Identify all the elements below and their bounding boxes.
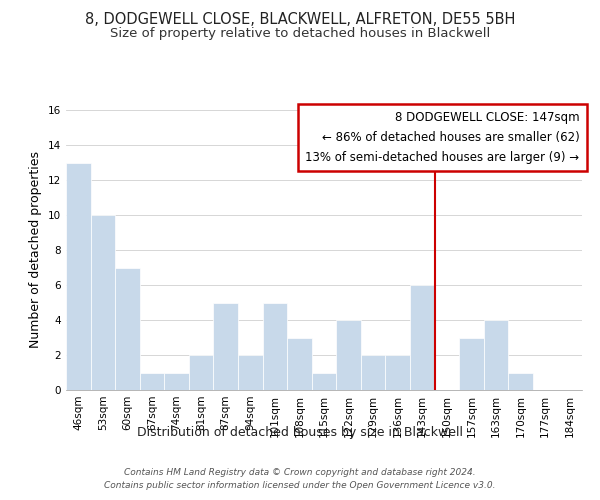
Bar (459, 338, 484, 390)
Text: Contains HM Land Registry data © Crown copyright and database right 2024.: Contains HM Land Registry data © Crown c… (124, 468, 476, 477)
Y-axis label: Number of detached properties: Number of detached properties (29, 152, 43, 348)
Text: Contains public sector information licensed under the Open Government Licence v3: Contains public sector information licen… (104, 480, 496, 490)
Bar (484, 320, 508, 390)
Bar (312, 372, 336, 390)
Bar (263, 302, 287, 390)
Bar (91, 215, 115, 390)
Bar (410, 285, 434, 390)
Bar (361, 355, 385, 390)
Bar (66, 162, 91, 390)
Bar (214, 302, 238, 390)
Bar (508, 372, 533, 390)
Bar (115, 268, 140, 390)
Text: Size of property relative to detached houses in Blackwell: Size of property relative to detached ho… (110, 28, 490, 40)
Bar (385, 355, 410, 390)
Bar (287, 338, 312, 390)
Text: 8, DODGEWELL CLOSE, BLACKWELL, ALFRETON, DE55 5BH: 8, DODGEWELL CLOSE, BLACKWELL, ALFRETON,… (85, 12, 515, 28)
Bar (164, 372, 189, 390)
Text: 8 DODGEWELL CLOSE: 147sqm
← 86% of detached houses are smaller (62)
13% of semi-: 8 DODGEWELL CLOSE: 147sqm ← 86% of detac… (305, 112, 580, 164)
Bar (336, 320, 361, 390)
Bar (140, 372, 164, 390)
Text: Distribution of detached houses by size in Blackwell: Distribution of detached houses by size … (137, 426, 463, 439)
Bar (189, 355, 214, 390)
Bar (238, 355, 263, 390)
